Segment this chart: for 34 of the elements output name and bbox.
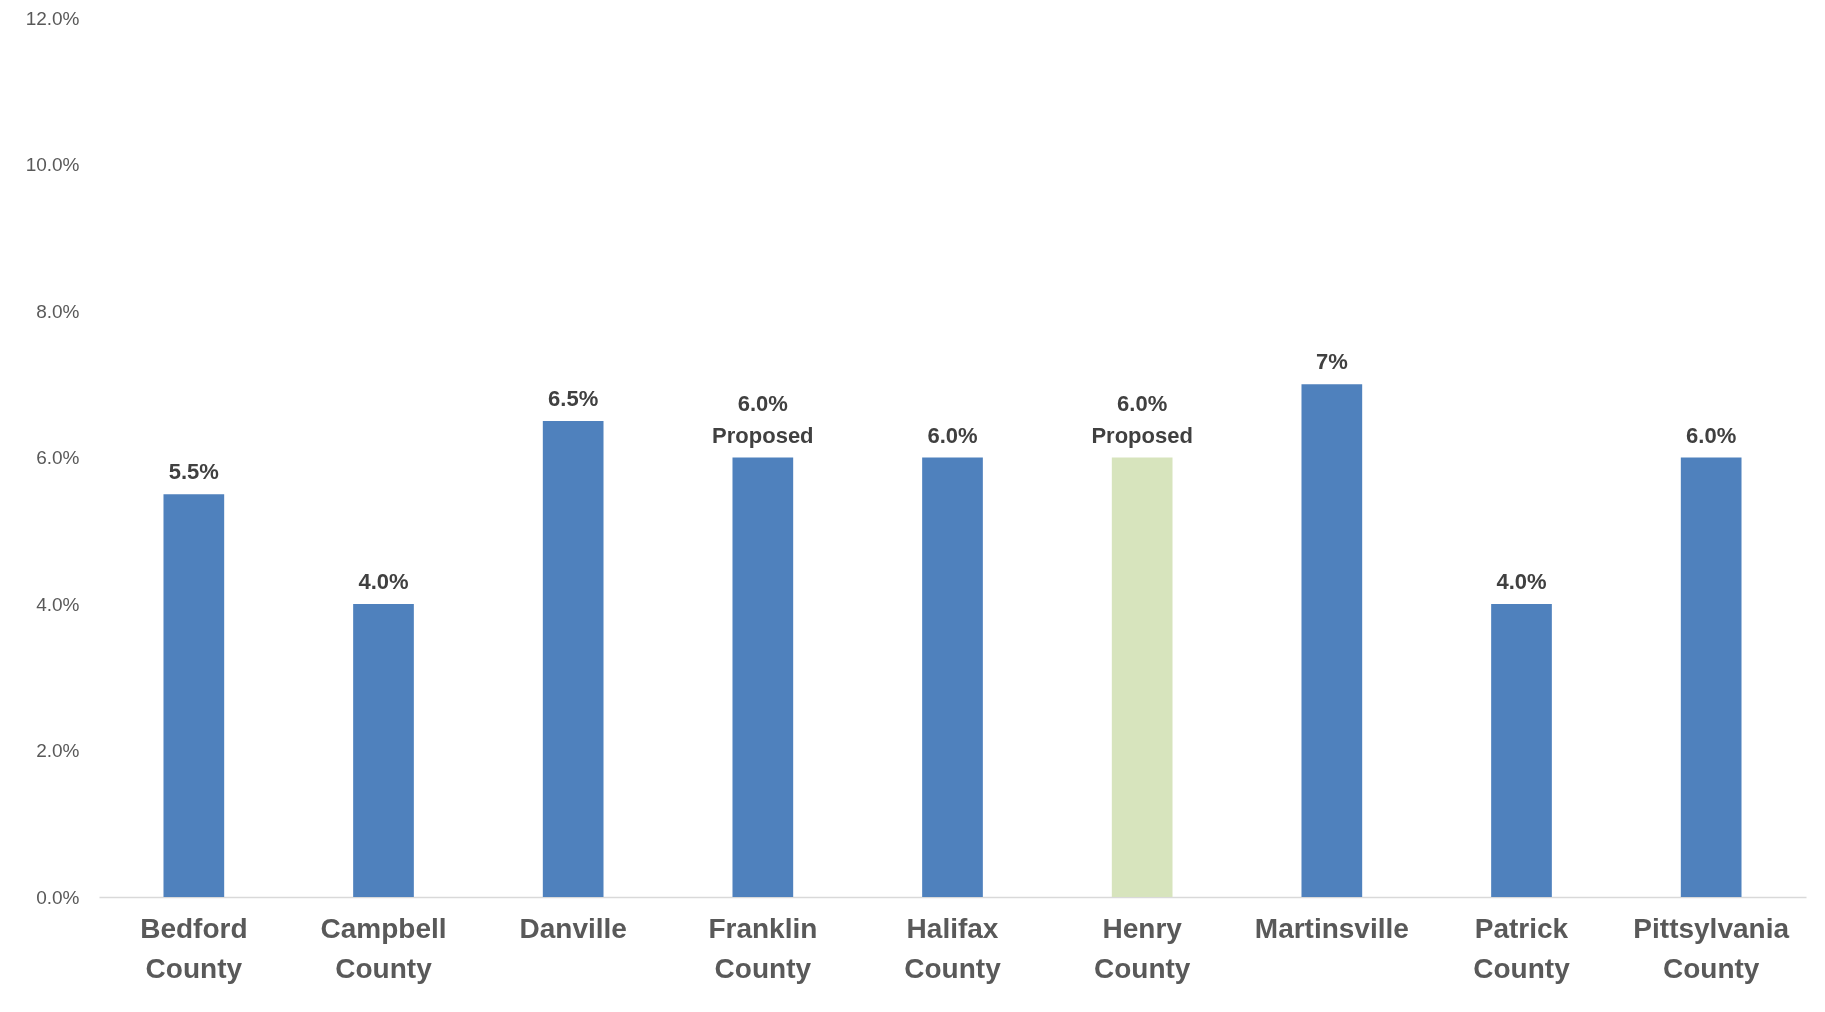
y-tick-label: 10.0% (25, 154, 80, 175)
x-tick-label: Danville (519, 912, 627, 944)
data-label: 6.0% (927, 422, 978, 448)
bar (1301, 384, 1363, 897)
y-tick-label: 6.0% (36, 447, 80, 468)
bar (163, 494, 225, 897)
y-tick-label: 2.0% (36, 740, 80, 761)
data-label: 7% (1315, 349, 1348, 375)
bar (542, 420, 604, 897)
bar (1680, 457, 1742, 897)
x-tick-label: Bedford County (140, 912, 248, 984)
y-tick-label: 12.0% (25, 7, 80, 29)
x-tick-label: Patrick County (1473, 912, 1571, 984)
data-label: 4.0% (1496, 569, 1547, 594)
bar (353, 604, 414, 897)
bar (1491, 604, 1552, 897)
bar (1111, 457, 1173, 897)
y-tick-label: 8.0% (36, 300, 80, 322)
bar (922, 457, 983, 897)
data-label: 6.0% Proposed (1091, 390, 1193, 448)
x-tick-label: Campbell County (320, 912, 447, 984)
data-label: 4.0% (358, 569, 409, 594)
x-tick-label: Franklin County (708, 912, 818, 984)
data-label: 6.5% (548, 385, 599, 411)
data-label: 6.0% Proposed (712, 390, 814, 448)
data-label: 6.0% (1686, 422, 1737, 448)
y-tick-label: 0.0% (36, 886, 80, 908)
y-tick-label: 4.0% (36, 593, 80, 615)
data-label: 5.5% (168, 459, 219, 485)
x-tick-label: Henry County (1093, 912, 1191, 984)
bar (732, 457, 794, 897)
x-tick-label: Martinsville (1254, 912, 1409, 944)
x-tick-label: Halifax County (904, 912, 1002, 984)
x-tick-label: Pittsylvania County (1633, 912, 1790, 984)
